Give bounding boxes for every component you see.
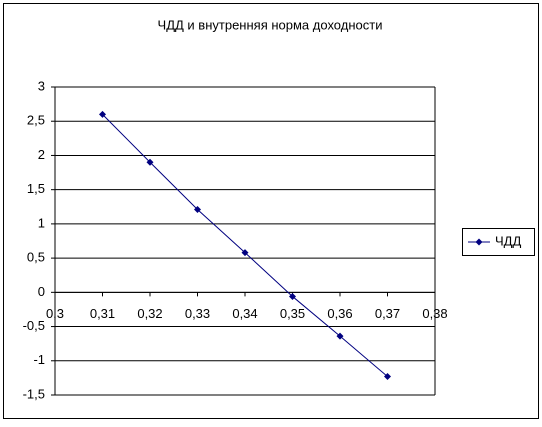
y-tick-label: 0: [38, 284, 45, 299]
x-tick-label: 0,35: [280, 306, 305, 321]
y-tick-label: -1: [33, 352, 45, 367]
y-tick-label: 3: [38, 78, 45, 93]
marker: [289, 292, 296, 300]
y-tick-label: 1: [38, 215, 45, 230]
x-tick-label: 0,31: [90, 306, 115, 321]
y-tick-label: 1,5: [27, 181, 45, 196]
chart-border: [3, 3, 539, 419]
marker: [194, 206, 201, 214]
legend-marker: [475, 238, 483, 246]
legend-label: ЧДД: [495, 233, 521, 248]
chart-title: ЧДД и внутренняя норма доходности: [158, 17, 383, 32]
x-tick-label: 0,32: [137, 306, 162, 321]
marker: [336, 332, 344, 340]
x-tick-label: 0,34: [232, 306, 257, 321]
marker: [146, 158, 154, 166]
x-tick-label: 0,36: [327, 306, 352, 321]
y-tick-label: -0,5: [23, 318, 45, 333]
marker: [384, 373, 391, 381]
y-tick-label: 2,5: [27, 113, 45, 128]
x-tick-label: 0,33: [185, 306, 210, 321]
y-tick-label: 0,5: [27, 250, 45, 265]
marker: [241, 249, 249, 257]
y-tick-label: 2: [38, 147, 45, 162]
x-tick-label: 0,38: [422, 306, 447, 321]
x-tick-label: 0,37: [375, 306, 400, 321]
y-tick-label: -1,5: [23, 386, 45, 401]
x-tick-label: 0,3: [46, 306, 64, 321]
marker: [99, 110, 106, 118]
